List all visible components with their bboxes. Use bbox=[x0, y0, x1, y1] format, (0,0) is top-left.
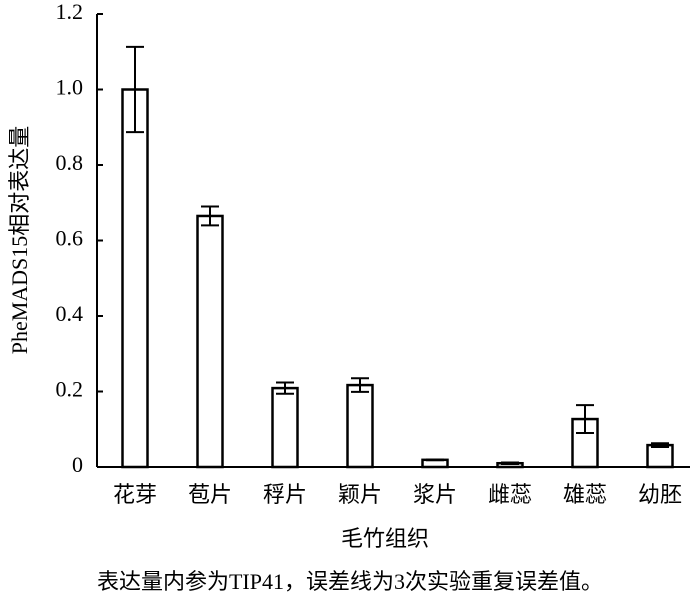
y-tick-label: 0.2 bbox=[56, 377, 84, 402]
x-tick-label: 颖片 bbox=[338, 482, 382, 507]
x-axis-label: 毛竹组织 bbox=[341, 526, 429, 551]
x-tick-label: 稃片 bbox=[263, 482, 307, 507]
bar bbox=[121, 88, 149, 469]
bar bbox=[346, 383, 374, 469]
x-tick-label: 浆片 bbox=[413, 482, 457, 507]
x-tick-label: 幼胚 bbox=[638, 482, 682, 507]
y-tick-label: 0.8 bbox=[56, 150, 84, 175]
y-tick-label: 1.0 bbox=[56, 75, 84, 100]
x-tick-label: 花芽 bbox=[113, 482, 157, 507]
x-tick-label: 苞片 bbox=[188, 482, 232, 507]
bar bbox=[271, 386, 299, 469]
x-tick-label: 雌蕊 bbox=[488, 482, 532, 507]
bar bbox=[646, 443, 674, 469]
x-tick-label: 雄蕊 bbox=[563, 482, 607, 507]
y-tick-label: 0 bbox=[72, 452, 83, 477]
caption: 表达量内参为TIP41，误差线为3次实验重复误差值。 bbox=[97, 569, 603, 594]
bar bbox=[196, 214, 224, 469]
y-tick-label: 1.2 bbox=[56, 0, 84, 24]
y-tick-label: 0.4 bbox=[56, 301, 84, 326]
y-tick-label: 0.6 bbox=[56, 226, 84, 251]
y-axis-label: PheMADS15相对表达量 bbox=[7, 126, 32, 355]
